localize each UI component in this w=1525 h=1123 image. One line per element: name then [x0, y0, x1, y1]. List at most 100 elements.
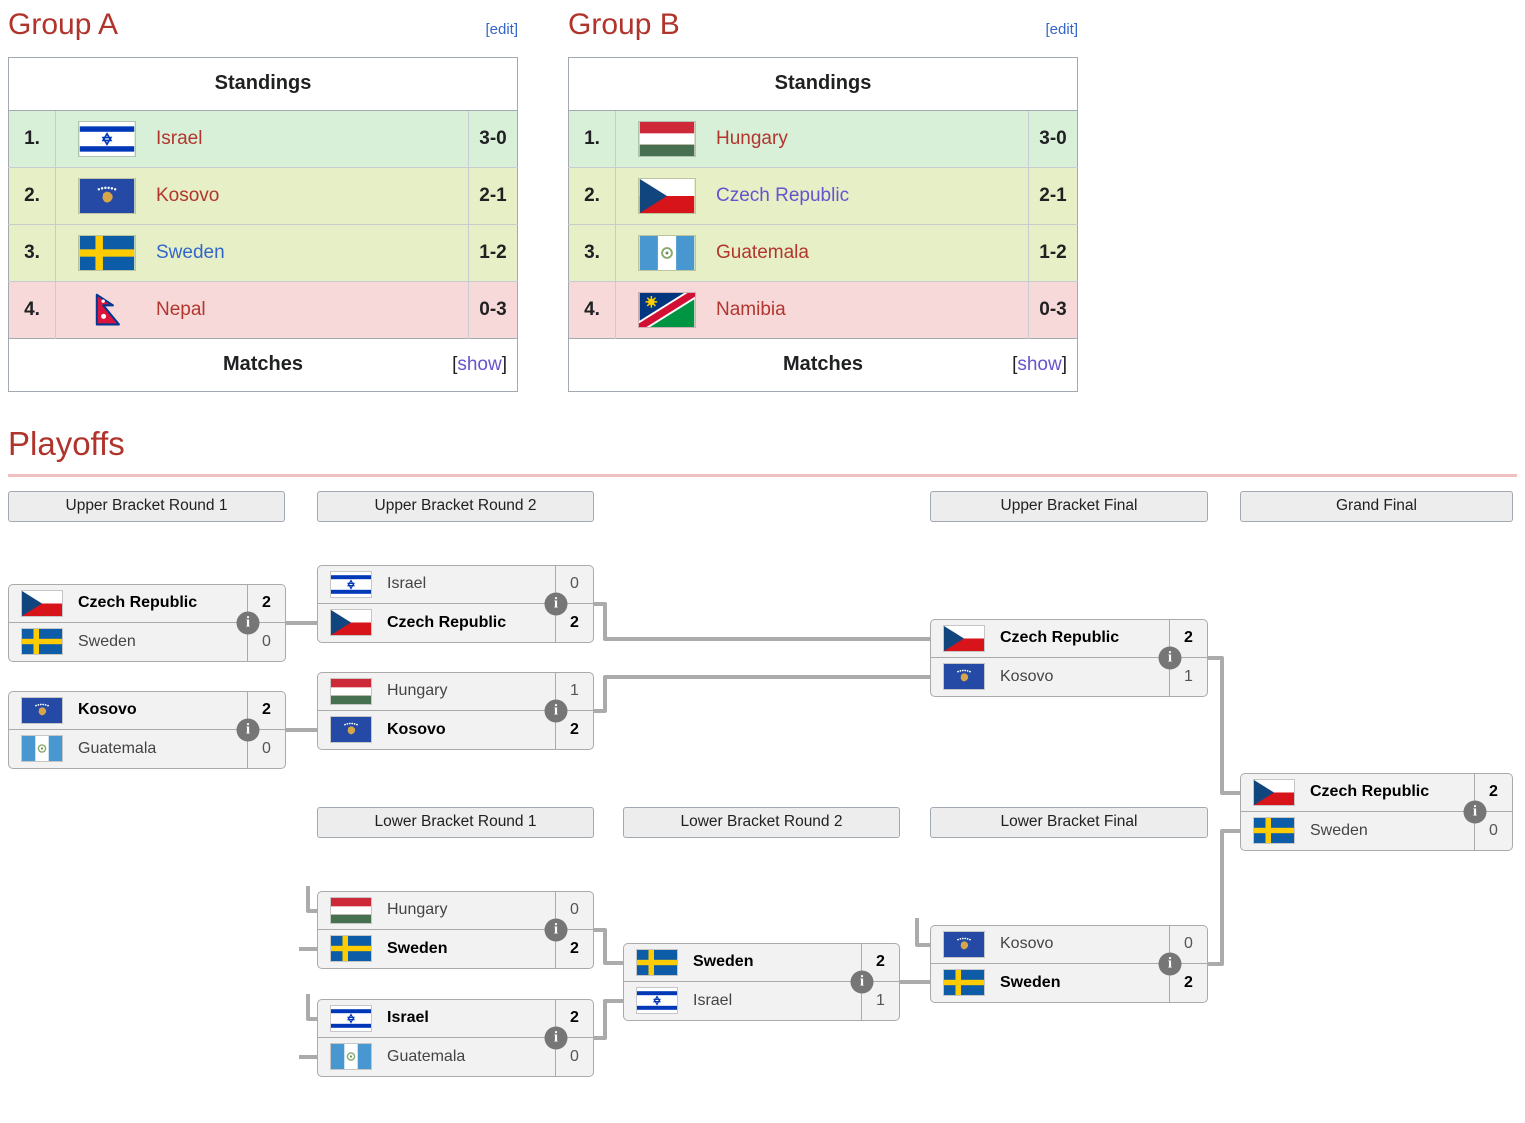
match-info-icon[interactable]: i [544, 1026, 568, 1050]
team-link-kosovo[interactable]: Kosovo [78, 701, 137, 719]
place-cell: 2. [8, 166, 56, 224]
match-info-icon[interactable]: i [1158, 646, 1182, 670]
kosovo-flag-icon [943, 663, 985, 691]
team-link-czech-republic[interactable]: Czech Republic [78, 594, 198, 612]
edit-link[interactable]: [edit] [1045, 20, 1078, 38]
match-info-icon[interactable]: i [1463, 800, 1487, 824]
group-b-standings-table: Standings 1. Hungary 3-0 2. Czech Republic 2-… [568, 56, 1078, 392]
team-link-israel[interactable]: Israel [387, 575, 427, 593]
show-toggle[interactable]: [show] [1012, 354, 1067, 376]
place-cell: 1. [568, 109, 616, 167]
round-header-grand-final: Grand Final [1240, 490, 1513, 522]
bracket-match-lb-final: Kosovo 0 Sweden 2 i [930, 924, 1208, 1003]
team-link-kosovo[interactable]: Kosovo [1000, 667, 1054, 685]
team-link-guatemala[interactable]: Guatemala [716, 241, 809, 263]
team-link-namibia[interactable]: Namibia [716, 298, 786, 320]
sweden-flag-icon [330, 935, 372, 963]
team-link-kosovo[interactable]: Kosovo [1000, 935, 1054, 953]
match-score: 0 [1474, 811, 1512, 850]
team-link-czech-republic[interactable]: Czech Republic [1000, 629, 1120, 647]
bracket-team-sweden: Sweden 0 [1241, 811, 1512, 850]
team-link-guatemala[interactable]: Guatemala [78, 739, 157, 757]
team-link-kosovo[interactable]: Kosovo [156, 184, 220, 206]
team-link-guatemala[interactable]: Guatemala [387, 1047, 466, 1065]
match-score: 2 [247, 584, 285, 622]
bracket-team-sweden: Sweden 2 [318, 929, 593, 968]
group-a-title: Group A [8, 8, 119, 41]
record-cell: 2-1 [468, 166, 518, 224]
match-info-icon[interactable]: i [544, 592, 568, 616]
match-info-icon[interactable]: i [544, 918, 568, 942]
team-link-israel[interactable]: Israel [693, 991, 733, 1009]
israel-flag-icon [330, 1004, 372, 1032]
match-info-icon[interactable]: i [850, 970, 874, 994]
guatemala-flag-icon [21, 735, 63, 763]
record-cell: 0-3 [1028, 280, 1078, 338]
team-link-czech-republic[interactable]: Czech Republic [1310, 783, 1430, 801]
bracket-team-sweden: Sweden 0 [9, 622, 285, 661]
team-link-hungary[interactable]: Hungary [716, 127, 788, 149]
team-link-hungary[interactable]: Hungary [387, 682, 448, 700]
bracket-match-ub-r1-m1: Czech Republic 2 Sweden 0 i [8, 583, 286, 662]
bracket-team-israel: Israel 2 [318, 999, 593, 1038]
team-link-israel[interactable]: Israel [387, 1009, 429, 1027]
group-b-title: Group B [568, 8, 680, 41]
kosovo-flag-icon [330, 716, 372, 744]
match-info-icon[interactable]: i [1158, 952, 1182, 976]
place-cell: 1. [8, 109, 56, 167]
edit-link[interactable]: [edit] [485, 20, 518, 38]
match-info-icon[interactable]: i [236, 611, 260, 635]
bracket-connector-lines [285, 601, 1240, 1059]
team-link-kosovo[interactable]: Kosovo [387, 720, 446, 738]
standings-header-row: Standings [8, 57, 518, 111]
bracket-open: [ [1012, 353, 1018, 375]
bracket-team-hungary: Hungary 1 [318, 672, 593, 711]
match-info-icon[interactable]: i [544, 699, 568, 723]
matches-label: Matches [782, 353, 864, 375]
team-link-sweden[interactable]: Sweden [156, 241, 225, 263]
group-b-heading: Group B [edit] [568, 8, 1078, 43]
team-link-czech-republic[interactable]: Czech Republic [716, 184, 850, 206]
match-info-icon[interactable]: i [236, 718, 260, 742]
match-score: 2 [1169, 963, 1207, 1002]
nepal-flag-icon [79, 293, 135, 327]
bracket-team-guatemala: Guatemala 0 [318, 1037, 593, 1076]
standings-row-israel: 1. Israel 3-0 [8, 109, 518, 167]
team-link-sweden[interactable]: Sweden [78, 632, 136, 650]
round-header-upper-bracket-round-2: Upper Bracket Round 2 [317, 490, 594, 522]
show-link[interactable]: show [457, 353, 502, 375]
kosovo-flag-icon [21, 696, 63, 724]
show-link[interactable]: show [1017, 353, 1062, 375]
standings-header-row: Standings [568, 57, 1078, 111]
team-link-sweden[interactable]: Sweden [1310, 821, 1368, 839]
show-toggle[interactable]: [show] [452, 354, 507, 376]
team-link-israel[interactable]: Israel [156, 127, 203, 149]
team-link-sweden[interactable]: Sweden [693, 953, 754, 971]
team-link-sweden[interactable]: Sweden [1000, 973, 1061, 991]
bracket-match-lb-r1-m1: Hungary 0 Sweden 2 i [317, 890, 594, 969]
israel-flag-icon [330, 570, 372, 598]
sweden-flag-icon [1253, 817, 1295, 845]
israel-flag-icon [636, 987, 678, 1015]
sweden-flag-icon [21, 628, 63, 656]
team-link-sweden[interactable]: Sweden [387, 939, 448, 957]
group-b-section: Group B [edit] Standings 1. Hungary 3-0 2. C… [568, 6, 1078, 392]
sweden-flag-icon [943, 969, 985, 997]
place-cell: 3. [8, 223, 56, 281]
bracket-team-czech-republic: Czech Republic 2 [931, 619, 1207, 658]
team-link-nepal[interactable]: Nepal [156, 298, 206, 320]
czech-flag-icon [21, 589, 63, 617]
team-link-hungary[interactable]: Hungary [387, 901, 448, 919]
match-score: 2 [555, 999, 593, 1037]
czech-flag-icon [330, 609, 372, 637]
standings-row-czech-republic: 2. Czech Republic 2-1 [568, 166, 1078, 224]
bracket-close: ] [1061, 353, 1067, 375]
group-a-standings-table: Standings 1. Israel 3-0 2. Kosovo 2-1 3. Sweden… [8, 56, 518, 392]
match-score: 2 [1474, 773, 1512, 811]
israel-flag-icon [78, 120, 136, 157]
bracket-team-hungary: Hungary 0 [318, 891, 593, 930]
bracket-match-lb-r2-m1: Sweden 2 Israel 1 i [623, 942, 900, 1021]
team-link-czech-republic[interactable]: Czech Republic [387, 613, 507, 631]
bracket-match-lb-r1-m2: Israel 2 Guatemala 0 i [317, 998, 594, 1077]
czech-flag-icon [943, 624, 985, 652]
